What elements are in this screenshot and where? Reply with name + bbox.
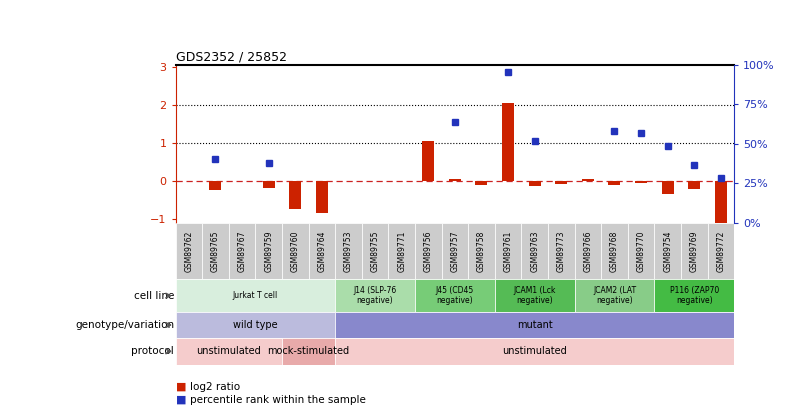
Text: GSM89759: GSM89759 xyxy=(264,230,273,272)
Bar xyxy=(335,312,734,338)
Text: GSM89773: GSM89773 xyxy=(557,230,566,272)
Text: GSM89769: GSM89769 xyxy=(689,230,699,272)
Bar xyxy=(628,223,654,279)
Bar xyxy=(502,103,514,181)
Text: GSM89764: GSM89764 xyxy=(318,230,326,272)
Bar xyxy=(176,223,202,279)
Bar xyxy=(335,338,734,365)
Bar xyxy=(681,223,708,279)
Bar xyxy=(575,279,654,312)
Bar xyxy=(582,179,594,181)
Bar xyxy=(609,181,621,185)
Text: JCAM1 (Lck
negative): JCAM1 (Lck negative) xyxy=(513,286,556,305)
Text: GSM89768: GSM89768 xyxy=(610,230,619,272)
Bar xyxy=(263,181,275,188)
Text: log2 ratio: log2 ratio xyxy=(190,382,240,392)
Text: unstimulated: unstimulated xyxy=(502,346,567,356)
Text: GSM89758: GSM89758 xyxy=(477,230,486,272)
Bar xyxy=(521,223,548,279)
Text: ■: ■ xyxy=(176,395,186,405)
Bar xyxy=(176,338,282,365)
Bar xyxy=(654,279,734,312)
Bar xyxy=(389,223,415,279)
Bar xyxy=(229,223,255,279)
Bar xyxy=(176,312,335,338)
Bar xyxy=(548,223,575,279)
Bar xyxy=(335,223,361,279)
Text: GSM89763: GSM89763 xyxy=(530,230,539,272)
Bar xyxy=(415,223,441,279)
Bar xyxy=(635,181,647,183)
Text: GDS2352 / 25852: GDS2352 / 25852 xyxy=(176,51,286,64)
Text: GSM89760: GSM89760 xyxy=(290,230,300,272)
Bar xyxy=(448,179,461,181)
Bar xyxy=(309,223,335,279)
Bar xyxy=(468,223,495,279)
Text: J14 (SLP-76
negative): J14 (SLP-76 negative) xyxy=(354,286,397,305)
Bar xyxy=(575,223,601,279)
Bar xyxy=(202,223,229,279)
Bar xyxy=(495,279,575,312)
Bar xyxy=(662,181,674,194)
Bar xyxy=(688,181,701,189)
Text: GSM89754: GSM89754 xyxy=(663,230,672,272)
Bar xyxy=(209,181,222,190)
Bar xyxy=(495,223,521,279)
Text: GSM89770: GSM89770 xyxy=(637,230,646,272)
Text: GSM89772: GSM89772 xyxy=(717,230,725,272)
Text: GSM89761: GSM89761 xyxy=(504,230,512,272)
Text: GSM89767: GSM89767 xyxy=(238,230,247,272)
Bar xyxy=(476,181,488,185)
Bar xyxy=(415,279,495,312)
Text: P116 (ZAP70
negative): P116 (ZAP70 negative) xyxy=(670,286,719,305)
Bar xyxy=(282,338,335,365)
Text: wild type: wild type xyxy=(233,320,278,330)
Text: GSM89762: GSM89762 xyxy=(184,230,193,272)
Bar xyxy=(654,223,681,279)
Text: protocol: protocol xyxy=(132,346,174,356)
Bar xyxy=(282,223,309,279)
Text: GSM89765: GSM89765 xyxy=(211,230,220,272)
Text: GSM89753: GSM89753 xyxy=(344,230,353,272)
Text: GSM89771: GSM89771 xyxy=(397,230,406,272)
Text: GSM89755: GSM89755 xyxy=(370,230,380,272)
Text: GSM89766: GSM89766 xyxy=(583,230,592,272)
Bar xyxy=(529,181,541,186)
Text: mutant: mutant xyxy=(517,320,552,330)
Text: percentile rank within the sample: percentile rank within the sample xyxy=(190,395,365,405)
Bar xyxy=(422,141,434,181)
Bar xyxy=(316,181,328,213)
Bar xyxy=(361,223,389,279)
Bar xyxy=(715,181,727,223)
Bar xyxy=(601,223,628,279)
Text: unstimulated: unstimulated xyxy=(196,346,261,356)
Text: genotype/variation: genotype/variation xyxy=(75,320,174,330)
Bar xyxy=(176,279,335,312)
Text: GSM89757: GSM89757 xyxy=(450,230,460,272)
Text: mock-stimulated: mock-stimulated xyxy=(267,346,350,356)
Text: JCAM2 (LAT
negative): JCAM2 (LAT negative) xyxy=(593,286,636,305)
Bar xyxy=(441,223,468,279)
Text: J45 (CD45
negative): J45 (CD45 negative) xyxy=(436,286,474,305)
Bar xyxy=(708,223,734,279)
Text: GSM89756: GSM89756 xyxy=(424,230,433,272)
Bar xyxy=(335,279,415,312)
Bar xyxy=(290,181,302,209)
Bar xyxy=(255,223,282,279)
Text: Jurkat T cell: Jurkat T cell xyxy=(233,291,278,300)
Text: ■: ■ xyxy=(176,382,186,392)
Bar xyxy=(555,181,567,184)
Text: cell line: cell line xyxy=(134,291,174,301)
